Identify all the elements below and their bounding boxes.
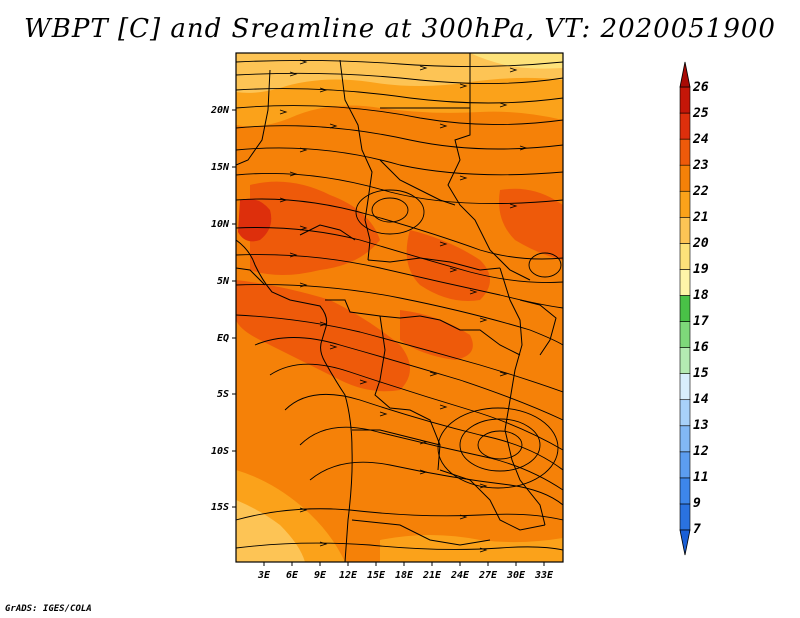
colorbar-segment [679,373,691,401]
lon-label: 21E [422,570,442,581]
colorbar-label: 11 [693,470,709,485]
lon-label: 33E [534,570,554,581]
lat-label: 20N [210,105,230,116]
lon-label: 18E [395,570,414,581]
lat-label: EQ [217,333,229,344]
colorbar-segment [679,295,691,322]
colorbar-label: 24 [692,132,709,147]
colorbar-segment [679,321,691,348]
colorbar-labels: 26 25 24 23 22 21 20 19 18 17 16 15 14 1… [692,80,709,537]
lon-label: 30E [506,570,526,581]
colorbar-label: 12 [693,444,709,459]
colorbar-segment [679,243,691,270]
latitude-labels: 20N 15N 10N 5N EQ 5S 10S 15S [210,105,230,513]
colorbar-segment [679,164,691,192]
lat-label: 10S [211,446,229,457]
lon-label: 15E [367,570,386,581]
colorbar-segment [679,451,691,479]
lon-label: 6E [286,570,299,581]
colorbar-label: 18 [693,288,709,303]
colorbar-label: 26 [692,80,709,95]
colorbar-top-arrow [679,61,691,88]
lat-label: 5S [217,389,229,400]
colorbar-segment [679,138,691,166]
credit-text: GrADS: IGES/COLA [5,604,92,614]
map-frame [235,52,564,563]
colorbar-bottom-arrow [679,529,691,556]
colorbar-segment [679,477,691,505]
latitude-ticks [232,109,236,508]
colorbar-label: 14 [693,392,709,407]
colorbar-label: 22 [692,184,709,199]
lat-label: 10N [211,219,230,230]
lon-label: 12E [339,570,358,581]
colorbar-label: 23 [692,158,709,173]
colorbar-segment [679,86,691,114]
lat-label: 5N [217,276,230,287]
colorbar-segment [679,399,691,427]
country-borders [236,53,557,562]
colorbar-label: 21 [692,210,709,225]
colorbar-label: 25 [692,106,709,121]
lon-label: 3E [257,570,271,581]
lat-label: 15S [211,502,229,513]
colorbar-segment [679,425,691,453]
colorbar-label: 19 [693,262,709,277]
lat-label: 15N [211,162,230,173]
colorbar-label: 15 [693,366,709,381]
colorbar-label: 20 [692,236,709,251]
colorbar-label: 16 [693,340,709,355]
colorbar-segments [679,86,691,531]
streamlines [236,59,563,553]
colorbar-segment [679,112,691,140]
lon-label: 24E [450,570,470,581]
colorbar-label: 7 [693,522,701,537]
colorbar-segment [679,269,691,296]
colorbar-label: 17 [693,314,709,329]
longitude-labels: 3E 6E 9E 12E 15E 18E 21E 24E 27E 30E 33E [257,570,554,581]
colorbar-segment [679,216,691,244]
lon-label: 27E [478,570,498,581]
colorbar-segment [679,503,691,531]
colorbar-segment [679,190,691,218]
lon-label: 9E [314,570,327,581]
longitude-ticks [263,562,545,566]
colorbar-segment [679,347,691,374]
map-title: WBPT [C] and Sreamline at 300hPa, VT: 20… [24,14,776,44]
colorbar-label: 13 [693,418,709,433]
colorbar-label: 9 [693,496,701,511]
